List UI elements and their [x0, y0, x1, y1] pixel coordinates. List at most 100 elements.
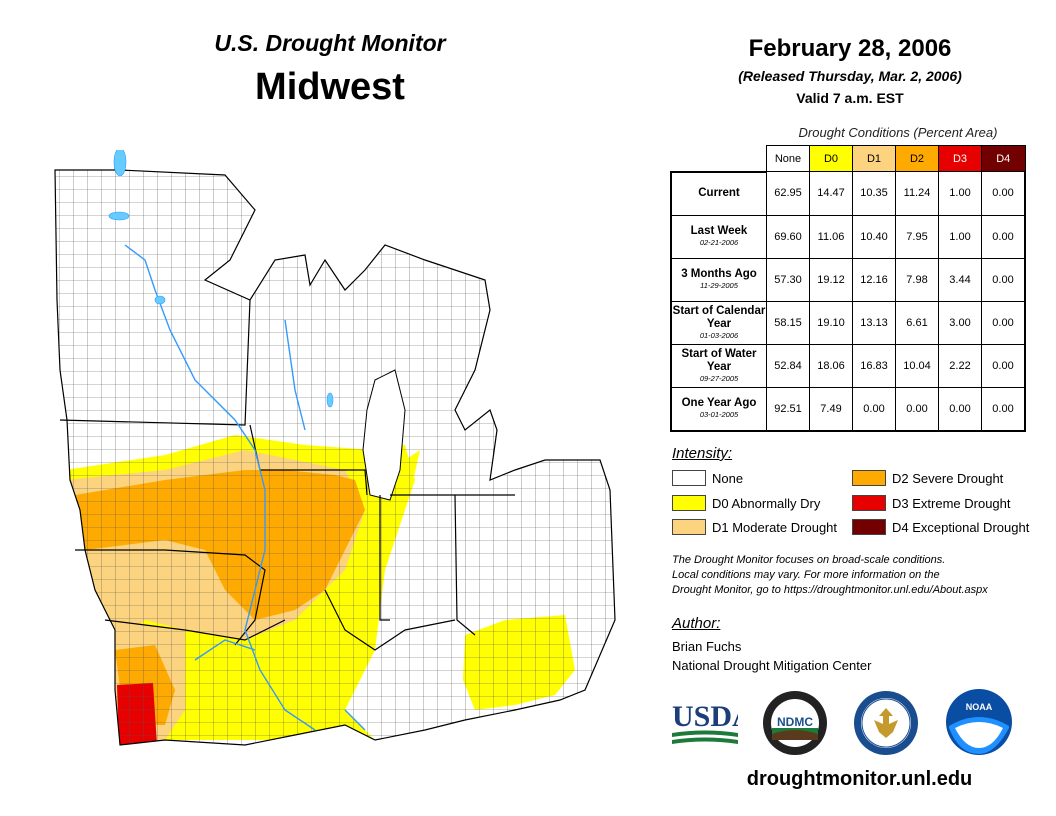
cell: 7.49 — [809, 386, 853, 432]
cell: 18.06 — [809, 343, 853, 388]
cell: 92.51 — [766, 386, 810, 432]
cell: 69.60 — [766, 214, 810, 259]
legend-label: D3 Extreme Drought — [892, 495, 1011, 511]
row-date: 01-03-2006 — [699, 330, 739, 340]
valid-time: Valid 7 a.m. EST — [796, 90, 904, 106]
noaa-logo-text: NOAA — [966, 702, 993, 712]
cell: 52.84 — [766, 343, 810, 388]
row-label: Last Week 02-21-2006 — [670, 214, 767, 259]
col-d0: D0 — [809, 145, 853, 172]
noaa-logo: NOAA — [946, 689, 1012, 755]
cell: 16.83 — [852, 343, 896, 388]
legend-label: D0 Abnormally Dry — [712, 495, 821, 511]
legend-label: None — [712, 470, 744, 486]
cell: 0.00 — [981, 343, 1026, 388]
cell: 2.22 — [938, 343, 982, 388]
disclaimer-note: The Drought Monitor focuses on broad-sca… — [672, 553, 1052, 598]
row-date: 02-21-2006 — [699, 238, 739, 247]
legend-label: D1 Moderate Drought — [712, 519, 838, 535]
conditions-table: None D0 D1 D2 D3 D4 Current 62.95 14.47 … — [670, 145, 1026, 432]
author-block: Brian Fuchs National Drought Mitigation … — [672, 637, 871, 675]
cell: 1.00 — [938, 171, 982, 216]
cell: 7.98 — [895, 257, 939, 302]
cell: 0.00 — [981, 257, 1026, 302]
legend-item-d0: D0 Abnormally Dry — [672, 495, 820, 511]
row-label: Start of Calendar Year 01-03-2006 — [670, 300, 767, 345]
cell: 11.06 — [809, 214, 853, 259]
cell: 0.00 — [852, 386, 896, 432]
legend: None D0 Abnormally Dry D1 Moderate Droug… — [672, 470, 1052, 540]
footer-url-link[interactable]: droughtmonitor.unl.edu — [746, 768, 973, 790]
cell: 3.44 — [938, 257, 982, 302]
col-d1: D1 — [852, 145, 896, 172]
col-d2: D2 — [895, 145, 939, 172]
map-subtitle: U.S. Drought Monitor — [214, 30, 446, 56]
table-row: Last Week 02-21-2006 69.60 11.06 10.40 7.… — [670, 214, 1026, 259]
author-org: National Drought Mitigation Center — [672, 658, 872, 673]
table-header-row: None D0 D1 D2 D3 D4 — [671, 145, 1026, 173]
author-heading: Author: — [672, 615, 721, 632]
ndmc-logo: NDMC — [763, 691, 827, 755]
legend-swatch — [852, 470, 886, 486]
col-d4: D4 — [981, 145, 1026, 172]
conditions-title: Drought Conditions (Percent Area) — [798, 125, 998, 140]
cell: 12.16 — [852, 257, 896, 302]
cell: 1.00 — [938, 214, 982, 259]
cell: 3.00 — [938, 300, 982, 345]
legend-swatch — [672, 495, 706, 511]
legend-swatch — [852, 519, 886, 535]
cell: 10.40 — [852, 214, 896, 259]
cell: 19.10 — [809, 300, 853, 345]
col-d3: D3 — [938, 145, 982, 172]
note-line: The Drought Monitor focuses on broad-sca… — [672, 554, 946, 566]
row-date: 09-27-2005 — [699, 373, 739, 383]
row-label: One Year Ago 03-01-2005 — [670, 386, 767, 432]
legend-swatch — [672, 519, 706, 535]
map-date: February 28, 2006 — [748, 35, 952, 62]
cell: 0.00 — [895, 386, 939, 432]
ndmc-logo-text: NDMC — [777, 715, 813, 729]
cell: 0.00 — [981, 386, 1026, 432]
usda-logo: USDA — [672, 700, 738, 744]
legend-title: Intensity: — [672, 445, 733, 462]
cell: 14.47 — [809, 171, 853, 216]
table-row: One Year Ago 03-01-2005 92.51 7.49 0.00 0… — [670, 386, 1026, 432]
row-label: Start of Water Year 09-27-2005 — [670, 343, 767, 388]
table-corner — [671, 145, 767, 173]
legend-label: D4 Exceptional Drought — [892, 519, 1030, 535]
cell: 57.30 — [766, 257, 810, 302]
cell: 7.95 — [895, 214, 939, 259]
cell: 11.24 — [895, 171, 939, 216]
legend-item-none: None — [672, 470, 743, 486]
cell: 6.61 — [895, 300, 939, 345]
drought-map — [54, 150, 616, 746]
cell: 0.00 — [938, 386, 982, 432]
legend-label: D2 Severe Drought — [892, 470, 1004, 486]
region-title: Midwest — [255, 66, 405, 108]
cell: 0.00 — [981, 300, 1026, 345]
table-row: Start of Water Year 09-27-2005 52.84 18.0… — [670, 343, 1026, 388]
legend-item-d4: D4 Exceptional Drought — [852, 519, 1029, 535]
table-row: 3 Months Ago 11-29-2005 57.30 19.12 12.16… — [670, 257, 1026, 302]
table-row: Current 62.95 14.47 10.35 11.24 1.00 0.0… — [670, 171, 1026, 216]
row-label: Current — [670, 171, 767, 216]
cell: 13.13 — [852, 300, 896, 345]
cell: 62.95 — [766, 171, 810, 216]
row-date: 03-01-2005 — [699, 410, 739, 419]
cell: 0.00 — [981, 171, 1026, 216]
table-row: Start of Calendar Year 01-03-2006 58.15 1… — [670, 300, 1026, 345]
author-name: Brian Fuchs — [672, 639, 742, 654]
note-line: Drought Monitor, go to https://droughtmo… — [672, 584, 988, 596]
cell: 19.12 — [809, 257, 853, 302]
usda-logo-text: USDA — [672, 700, 738, 733]
col-none: None — [766, 145, 810, 172]
legend-item-d2: D2 Severe Drought — [852, 470, 1003, 486]
cell: 10.35 — [852, 171, 896, 216]
doc-seal-logo — [854, 691, 918, 755]
release-date: (Released Thursday, Mar. 2, 2006) — [738, 68, 962, 84]
legend-item-d3: D3 Extreme Drought — [852, 495, 1011, 511]
legend-swatch — [672, 470, 706, 486]
legend-item-d1: D1 Moderate Drought — [672, 519, 837, 535]
cell: 58.15 — [766, 300, 810, 345]
note-line: Local conditions may vary. For more info… — [672, 569, 940, 581]
